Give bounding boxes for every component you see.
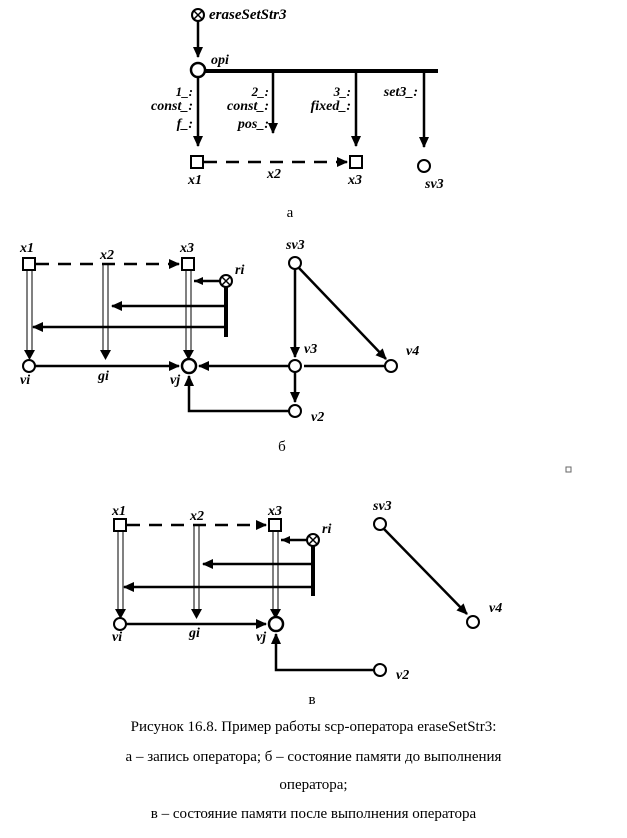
arc1-role1: const_: xyxy=(151,99,193,114)
figure-caption-line: а – запись оператора; б – состояние памя… xyxy=(125,749,502,765)
x3-node xyxy=(349,155,363,169)
operator-node xyxy=(191,8,205,22)
sv3-v4-arc xyxy=(383,528,468,615)
sv3-label: sv3 xyxy=(285,238,305,253)
x3-vj-pair xyxy=(183,270,194,360)
arc4-role1: set3_: xyxy=(383,85,418,100)
sv3-node xyxy=(373,517,387,531)
sv3-v4-arc xyxy=(298,267,387,360)
panel-c-label: в xyxy=(308,692,315,708)
v2-label: v2 xyxy=(311,410,324,425)
panel-b: x1 x2 x3 ri sv3 vi gi vj v3 v4 v2 б xyxy=(19,238,419,455)
panel-a: eraseSetStr3 opi 1_: const_: f_: 2_: con… xyxy=(151,7,444,221)
x1-label: x1 xyxy=(187,173,202,188)
sv3-node xyxy=(417,159,431,173)
ri-label: ri xyxy=(322,522,331,537)
v3-label: v3 xyxy=(304,342,317,357)
figure-caption-title: Рисунок 16.8. Пример работы scp-оператор… xyxy=(130,719,497,735)
x1-label: x1 xyxy=(111,504,126,519)
sv3-label: sv3 xyxy=(372,499,392,514)
x2-gi-pair xyxy=(100,264,111,360)
arc1-role2: f_: xyxy=(177,117,193,132)
x3-label: x3 xyxy=(179,241,194,256)
x1-node xyxy=(190,155,204,169)
panel-a-label: а xyxy=(287,205,294,221)
x2-label: x2 xyxy=(99,248,114,263)
arc3-num: 3_: xyxy=(333,84,351,99)
ri-node xyxy=(306,533,320,547)
opi-node xyxy=(189,61,207,79)
figure-caption-line: оператора; xyxy=(279,777,348,793)
x2-label: x2 xyxy=(266,167,281,182)
x1-node xyxy=(22,257,36,271)
v2-node xyxy=(288,404,302,418)
vi-node xyxy=(22,359,36,373)
v4-label: v4 xyxy=(406,344,419,359)
operator-label: eraseSetStr3 xyxy=(209,7,287,23)
v4-node xyxy=(384,359,398,373)
x3-node xyxy=(268,518,282,532)
figure-caption-line: в – состояние памяти после выполнения оп… xyxy=(150,806,477,822)
arc2-num: 2_: xyxy=(251,84,269,99)
vi-label: vi xyxy=(20,373,30,388)
arc2-role2: pos_: xyxy=(237,117,269,132)
v3-node xyxy=(288,359,302,373)
v2-node xyxy=(373,663,387,677)
v4-label: v4 xyxy=(489,601,502,616)
x3-node xyxy=(181,257,195,271)
ri-label: ri xyxy=(235,263,244,278)
x2-gi-pair xyxy=(191,525,202,619)
x1-node xyxy=(113,518,127,532)
x3-label: x3 xyxy=(267,504,282,519)
x3-label: x3 xyxy=(347,173,362,188)
sv3-label: sv3 xyxy=(424,177,444,192)
gi-label: gi xyxy=(97,369,109,384)
vi-node xyxy=(113,617,127,631)
panel-b-label: б xyxy=(278,439,286,455)
vi-label: vi xyxy=(112,630,122,645)
x3-vj-pair xyxy=(270,531,281,619)
v4-node xyxy=(466,615,480,629)
v2-label: v2 xyxy=(396,668,409,683)
sv3-node xyxy=(288,256,302,270)
x2-label: x2 xyxy=(189,509,204,524)
v2-vj-arc xyxy=(271,633,374,672)
vj-label: vj xyxy=(256,630,266,645)
x1-vi-pair xyxy=(24,270,35,360)
x1-label: x1 xyxy=(19,241,34,256)
v2-vj-arc xyxy=(184,375,289,413)
vj-node xyxy=(267,615,285,633)
x1-vi-pair xyxy=(115,531,126,619)
vj-label: vj xyxy=(170,373,180,388)
arc1-num: 1_: xyxy=(176,84,193,99)
arc3-role1: fixed_: xyxy=(311,99,351,114)
opi-label: opi xyxy=(211,53,229,68)
panel-c: x1 x2 x3 ri sv3 vi gi vj v4 v2 в xyxy=(111,499,502,708)
ri-node xyxy=(219,274,233,288)
vj-node xyxy=(180,357,198,375)
arc2-role1: const_: xyxy=(227,99,269,114)
gi-label: gi xyxy=(188,626,200,641)
small-square-marker xyxy=(565,466,572,473)
